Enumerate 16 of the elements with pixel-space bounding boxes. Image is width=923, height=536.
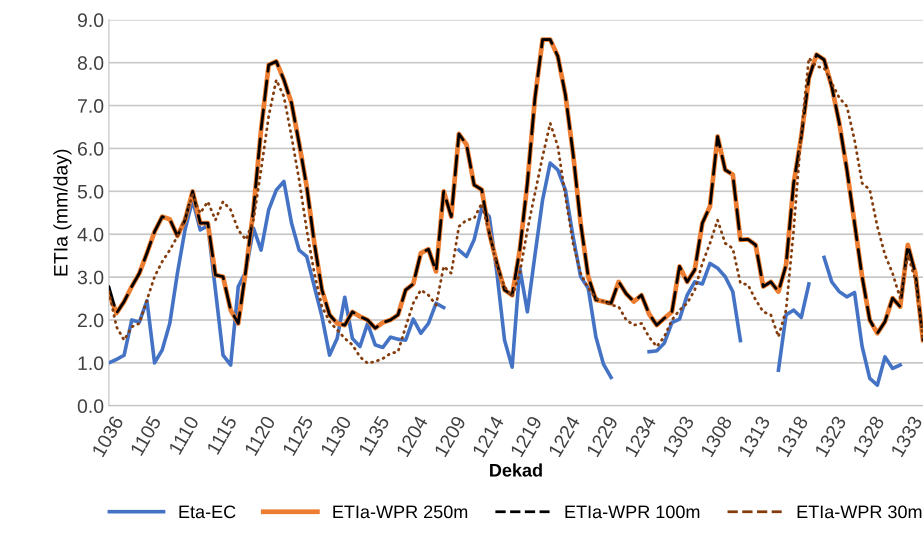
y-tick-label: 2.0 (78, 313, 104, 328)
y-tick-label: 6.0 (78, 142, 104, 156)
y-tick-label: 9.0 (78, 13, 104, 28)
legend-label: ETIa-WPR 250m (333, 505, 468, 518)
legend-label: ETIa-WPR 100m (565, 505, 700, 518)
y-tick-label: 4.0 (77, 228, 104, 242)
y-tick-label: 7.0 (78, 99, 104, 113)
y-tick-label: 3.0 (78, 270, 104, 284)
y-tick-label: 8.0 (78, 56, 104, 70)
y-tick-label: 5.0 (78, 184, 104, 199)
y-axis-title: ETIa (mm/day) (53, 150, 72, 276)
legend-label: ETIa-WPR 30m (798, 505, 922, 518)
y-tick-label: 1.0 (78, 356, 104, 370)
x-axis-title: Dekad (490, 463, 542, 477)
y-tick-label: 0.0 (78, 399, 104, 413)
legend-label: Eta-EC (179, 505, 236, 518)
